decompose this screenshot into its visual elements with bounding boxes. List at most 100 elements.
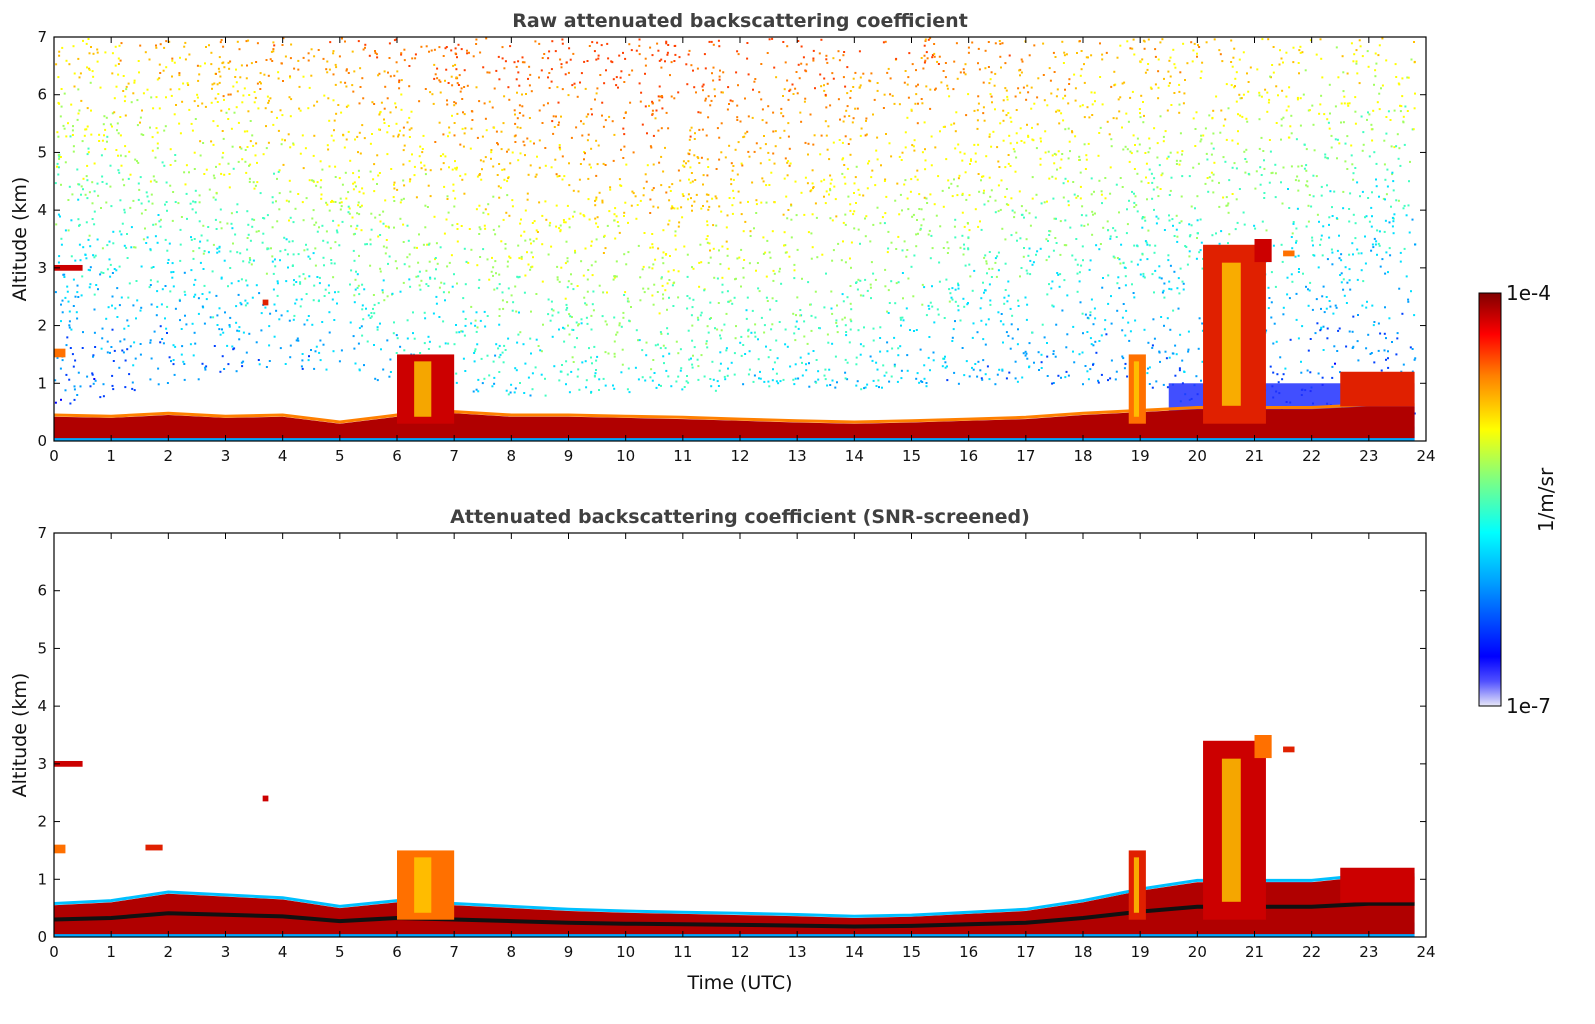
noise-pixel xyxy=(694,179,697,181)
noise-pixel xyxy=(450,254,453,257)
noise-pixel xyxy=(77,296,80,298)
noise-pixel xyxy=(872,223,875,226)
noise-pixel xyxy=(1134,195,1137,198)
noise-pixel xyxy=(1338,142,1341,145)
noise-pixel xyxy=(503,178,506,181)
noise-pixel xyxy=(60,243,63,246)
noise-pixel xyxy=(395,334,398,337)
noise-pixel xyxy=(713,276,716,279)
noise-pixel xyxy=(1064,219,1067,222)
noise-pixel xyxy=(166,249,169,252)
noise-pixel xyxy=(699,243,702,246)
noise-pixel xyxy=(637,378,640,381)
noise-pixel xyxy=(495,272,497,275)
noise-pixel xyxy=(402,223,405,226)
noise-pixel xyxy=(492,195,495,198)
noise-pixel xyxy=(525,93,527,95)
noise-pixel xyxy=(876,89,879,92)
noise-pixel xyxy=(313,284,316,287)
noise-pixel xyxy=(1085,158,1088,161)
noise-pixel xyxy=(389,75,392,78)
noise-pixel xyxy=(330,259,333,261)
noise-pixel xyxy=(269,312,272,315)
noise-pixel xyxy=(877,379,880,382)
noise-pixel xyxy=(637,244,640,247)
noise-pixel xyxy=(191,129,194,132)
noise-pixel xyxy=(1116,56,1119,59)
noise-pixel xyxy=(1022,255,1025,258)
noise-pixel xyxy=(1019,74,1021,77)
noise-pixel xyxy=(502,307,505,310)
noise-pixel xyxy=(923,121,926,124)
noise-pixel xyxy=(1345,302,1348,304)
noise-pixel xyxy=(753,80,756,83)
noise-pixel xyxy=(828,193,830,196)
noise-pixel xyxy=(308,86,311,89)
noise-pixel xyxy=(440,168,443,171)
noise-pixel xyxy=(182,360,185,363)
noise-pixel xyxy=(82,331,84,334)
noise-pixel xyxy=(247,110,250,113)
noise-pixel xyxy=(683,386,686,388)
noise-pixel xyxy=(248,332,251,335)
noise-pixel xyxy=(816,256,819,259)
noise-pixel xyxy=(327,284,330,287)
noise-pixel xyxy=(606,42,609,45)
noise-pixel xyxy=(565,61,568,64)
noise-pixel xyxy=(677,352,680,355)
noise-pixel xyxy=(1005,377,1008,380)
noise-pixel xyxy=(88,286,91,289)
noise-pixel xyxy=(1290,165,1293,168)
noise-pixel xyxy=(65,135,68,138)
noise-pixel xyxy=(1200,70,1203,73)
noise-pixel xyxy=(1309,371,1312,374)
noise-pixel xyxy=(1202,257,1204,260)
noise-pixel xyxy=(137,60,140,62)
noise-pixel xyxy=(187,84,190,86)
noise-pixel xyxy=(727,267,730,270)
noise-pixel xyxy=(360,229,363,232)
noise-pixel xyxy=(369,170,372,173)
noise-pixel xyxy=(1029,273,1032,276)
noise-pixel xyxy=(559,230,562,233)
noise-pixel xyxy=(846,167,849,170)
noise-pixel xyxy=(1399,110,1402,113)
noise-pixel xyxy=(149,339,152,342)
noise-pixel xyxy=(644,173,647,176)
noise-pixel xyxy=(1136,137,1139,140)
noise-pixel xyxy=(354,138,356,141)
noise-pixel xyxy=(792,378,795,381)
noise-pixel xyxy=(725,347,728,350)
noise-pixel xyxy=(1305,148,1308,151)
noise-pixel xyxy=(954,236,957,239)
noise-pixel xyxy=(251,296,254,299)
noise-pixel xyxy=(580,318,583,321)
noise-pixel xyxy=(977,360,980,363)
noise-pixel xyxy=(386,153,389,156)
noise-pixel xyxy=(1171,218,1174,221)
noise-pixel xyxy=(968,263,971,266)
noise-pixel xyxy=(1080,68,1083,71)
noise-pixel xyxy=(835,319,838,322)
noise-pixel xyxy=(588,218,591,221)
noise-pixel xyxy=(289,146,292,149)
noise-pixel xyxy=(1113,84,1116,87)
noise-pixel xyxy=(515,310,518,313)
noise-pixel xyxy=(1036,96,1039,99)
noise-pixel xyxy=(1301,51,1304,54)
noise-pixel xyxy=(478,174,481,177)
noise-pixel xyxy=(253,218,256,221)
noise-pixel xyxy=(223,368,226,370)
noise-pixel xyxy=(828,158,831,161)
noise-pixel xyxy=(942,126,945,128)
noise-pixel xyxy=(832,141,835,144)
noise-pixel xyxy=(178,122,181,125)
noise-pixel xyxy=(403,48,406,51)
noise-pixel xyxy=(1258,147,1261,150)
noise-pixel xyxy=(596,225,599,228)
noise-pixel xyxy=(1002,109,1005,112)
noise-pixel xyxy=(93,223,96,226)
noise-pixel xyxy=(408,278,411,281)
noise-pixel xyxy=(964,171,967,174)
